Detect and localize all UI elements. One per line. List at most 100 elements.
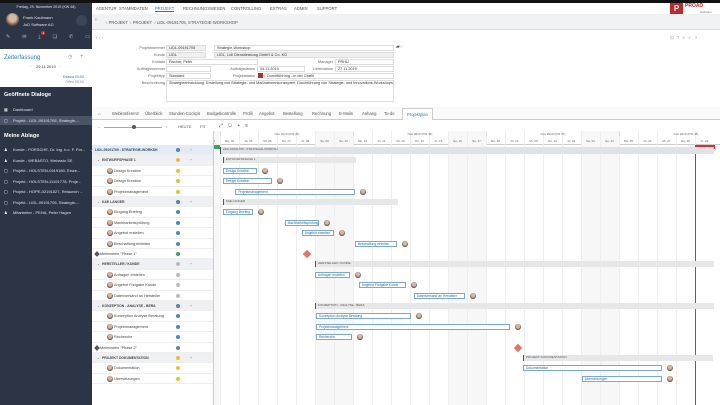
assignee-avatar[interactable] <box>357 334 364 341</box>
assignee-avatar[interactable] <box>258 209 265 216</box>
task-row[interactable]: Konzeption Analyse Beratung <box>92 311 213 322</box>
task-bar[interactable]: Projektmanagement <box>235 188 355 195</box>
milestone-marker[interactable] <box>303 249 312 259</box>
list-icon[interactable]: ≡ <box>245 123 254 129</box>
card-icon[interactable]: ▭ <box>85 34 90 40</box>
assignee-avatar[interactable] <box>339 230 345 237</box>
crumb-1[interactable]: PROJEKT <box>108 20 128 25</box>
assignee-avatar[interactable] <box>355 271 362 278</box>
task-row[interactable]: Design Kreation <box>92 166 213 177</box>
task-bar[interactable]: Design Kreation <box>222 167 258 174</box>
projekttyp-select[interactable]: Standard <box>166 73 211 79</box>
check-icon[interactable]: ✓ <box>687 35 695 40</box>
task-bar[interactable]: Machbarkeitsprüfung <box>284 219 319 226</box>
task-row[interactable]: ⌄ PROJEKT DOKUMENTATION + <box>92 353 213 364</box>
download-icon[interactable]: ⤓ 1 <box>38 31 46 40</box>
auftragsnummer-field[interactable] <box>166 66 211 72</box>
nav-support[interactable]: SUPPORT <box>317 6 338 11</box>
kontakt-field[interactable]: Fischer, Peter <box>166 59 258 65</box>
add-task-icon[interactable]: + <box>237 123 246 129</box>
status-button[interactable] <box>76 15 87 26</box>
summary-bar[interactable]: KONZEPTION - ANALYSE - BERA <box>315 303 714 309</box>
home-icon[interactable]: ⌂ <box>98 111 101 116</box>
nav-extras[interactable]: EXTRAS <box>270 6 287 11</box>
task-bar[interactable]: Angebot Freigabe Kunde <box>358 282 407 289</box>
task-row[interactable]: Eingang Briefing <box>92 207 213 218</box>
ablage-item[interactable]: ▢ Projekt - HOLSTEN-11191778, Proje... <box>4 177 88 186</box>
folder-icon[interactable]: ▰◌ <box>396 44 403 50</box>
close-icon[interactable]: × <box>694 35 701 40</box>
task-row[interactable]: ⌄ LIDL-09191705 - STRATEGIE-WORKSH + <box>90 145 213 156</box>
summary-bar[interactable]: PROJEKT DOKUMENTATION <box>523 355 714 361</box>
tab-11[interactable]: Projektplan <box>402 108 433 120</box>
projektnummer-field[interactable]: LIDL-09191705 <box>166 45 206 51</box>
next-day-button[interactable]: › <box>60 64 61 68</box>
assignee-avatar[interactable] <box>401 240 408 247</box>
assignee-avatar[interactable] <box>277 178 284 185</box>
assignee-avatar[interactable] <box>262 167 269 174</box>
task-bar[interactable]: Anfragen erstellen <box>315 271 351 278</box>
nav-arrows[interactable]: ‹ › › <box>96 35 103 40</box>
ablage-item[interactable]: ♟ Mitarbeiter - PEHA, Peter Hagen <box>4 208 88 217</box>
summary-bar[interactable]: LIDL-09191705 - STRATEGIE-WORKSH <box>220 147 714 154</box>
menu-icon[interactable]: ≡ <box>682 35 688 40</box>
info-icon[interactable]: ⊡ <box>670 35 677 40</box>
heute-button[interactable]: HEUTE <box>178 124 192 129</box>
add-icon[interactable]: + <box>190 262 192 267</box>
lieferdatum-field[interactable]: 27.11.2019 <box>335 66 394 72</box>
assignee-avatar[interactable] <box>514 323 521 330</box>
avatar[interactable] <box>6 13 19 26</box>
task-row[interactable]: ⌄ HERSTELLER / KUNDE + <box>92 259 213 270</box>
tab-6[interactable]: Bestellung <box>283 111 303 116</box>
task-row[interactable]: Angebot Freigabe Kunde <box>92 280 213 291</box>
ablage-item[interactable]: ▢ Projekt - LIDL-09191705, Strategie-... <box>4 198 88 207</box>
tab-2[interactable]: Stunden-Cockpit <box>169 111 200 116</box>
nav-controlling[interactable]: CONTROLLING <box>231 6 262 11</box>
apps-icon[interactable]: ⁝⁝ <box>95 17 98 22</box>
collapse-icon[interactable]: ⌄ <box>97 158 100 163</box>
timer-icon[interactable]: ◷ <box>68 54 73 60</box>
task-bar[interactable]: Angebot erstellen <box>301 230 334 237</box>
nav-admin[interactable]: ADMIN <box>294 6 308 11</box>
tab-0[interactable]: Webkonferenz <box>112 111 139 116</box>
collapse-icon[interactable]: ⌄ <box>97 262 100 267</box>
phone-icon[interactable]: ✆ <box>69 34 74 40</box>
task-row[interactable]: Übersetzungen <box>92 374 213 385</box>
titel-field[interactable]: Strategie-Workshop <box>214 45 394 51</box>
expand-icon[interactable]: ⤢ <box>219 123 229 129</box>
add-icon[interactable]: + <box>190 158 192 163</box>
task-row[interactable]: Dokumentation <box>92 363 213 374</box>
assignee-avatar[interactable] <box>323 219 330 226</box>
add-icon[interactable]: + <box>190 304 192 308</box>
add-icon[interactable]: + <box>80 54 84 60</box>
add-icon[interactable]: + <box>190 200 192 204</box>
task-row[interactable]: ⌄ KONZEPTION - ANALYSE - BERA + <box>92 301 213 312</box>
mail-icon[interactable]: ✉ <box>22 34 27 40</box>
manager-field[interactable]: PRHU <box>335 59 394 65</box>
task-row[interactable]: Anfragen erstellen <box>92 270 213 281</box>
nav-rechnungswesen[interactable]: RECHNUNGSWESEN <box>183 6 226 11</box>
assignee-avatar[interactable] <box>470 292 477 299</box>
zoom-slider-handle[interactable] <box>132 125 136 129</box>
task-row[interactable]: Meilenstein "Phase 1" <box>92 249 213 260</box>
task-bar[interactable]: Konzeption Analyse Beratung <box>315 313 411 320</box>
tab-10[interactable]: To-do <box>384 111 395 116</box>
zeit-date[interactable]: 29.11.2019 <box>36 64 56 69</box>
task-bar[interactable]: Recherche <box>315 334 353 341</box>
milestone-marker[interactable] <box>514 343 523 352</box>
task-row[interactable]: Meilenstein "Phase 2" <box>92 343 213 353</box>
collapse-icon[interactable]: ⌄ <box>97 304 100 308</box>
tab-4[interactable]: Profil <box>243 111 253 116</box>
summary-bar[interactable]: K&E LANGER <box>222 199 398 205</box>
dialog-project[interactable]: ▢ Projekt - LIDL-09191705, Strategie-... <box>0 116 92 125</box>
task-row[interactable]: ⌄ ENTWURFSPHASE 1 + <box>92 155 213 166</box>
auftragsdatum-field[interactable]: 04.11.2019 <box>257 66 305 72</box>
help-icon[interactable]: ? <box>676 35 683 40</box>
ablage-item[interactable]: ♟ Kunde - PORSCHE, Dr. Ing. h.c. F. Por..… <box>4 145 88 154</box>
summary-bar[interactable]: ENTWURFSPHASE 1 <box>222 157 356 164</box>
chat-icon[interactable]: ❏ <box>52 34 58 40</box>
summary-bar[interactable]: HERSTELLER / KUNDE <box>315 261 714 268</box>
ablage-item[interactable]: ▢ Projekt - HOLSTEN-0419180, Einze... <box>4 166 88 175</box>
task-row[interactable]: Recherche <box>92 332 213 343</box>
task-bar[interactable]: Beschaffung einleiten <box>354 240 397 247</box>
